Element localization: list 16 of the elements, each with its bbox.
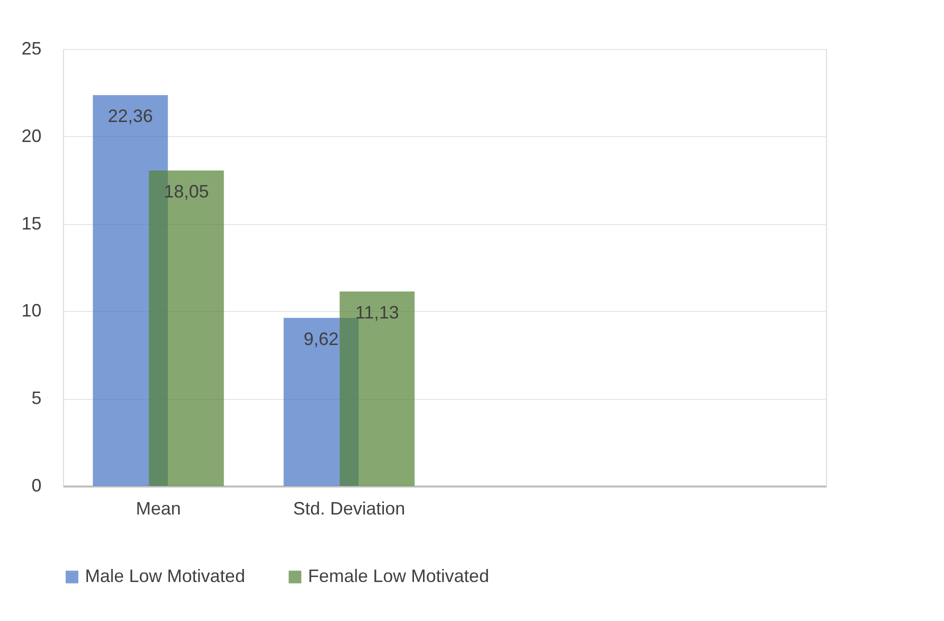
y-tick-label: 5 (31, 388, 42, 408)
y-tick-label: 10 (21, 300, 42, 321)
y-tick-label: 25 (21, 38, 42, 58)
data-label: 22,36 (108, 106, 153, 126)
legend-label: Female Low Motivated (308, 566, 490, 586)
x-tick-label: Std. Deviation (293, 498, 406, 518)
y-tick-label: 0 (31, 476, 42, 496)
y-tick-label: 15 (21, 213, 42, 234)
data-label: 11,13 (355, 302, 399, 322)
bar (148, 170, 224, 486)
y-tick-label: 20 (21, 126, 42, 146)
bar (340, 291, 415, 486)
data-label: 18,05 (164, 181, 209, 202)
legend-label: Male Low Motivated (85, 566, 246, 586)
x-tick-label: Mean (136, 498, 181, 518)
data-label: 9,62 (304, 328, 339, 349)
